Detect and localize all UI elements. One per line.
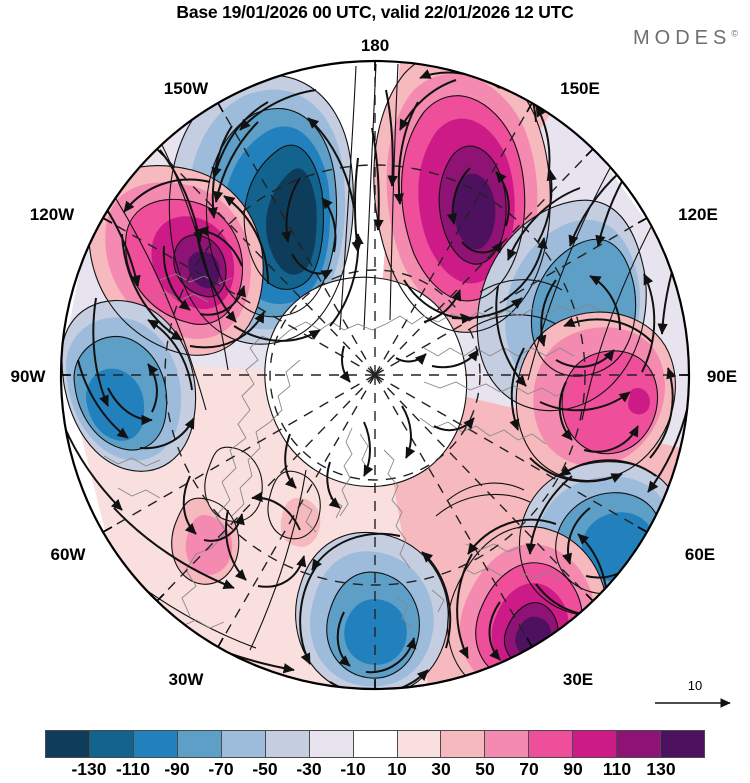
rim-ticks (61, 61, 689, 689)
colorbar-tick--10: -10 (340, 759, 366, 779)
colorbar-tick-30: 30 (431, 759, 451, 779)
positive-anomaly-minor-2-core (280, 497, 321, 547)
lon-label-90W: 90W (11, 367, 47, 386)
colorbar-swatch-6 (309, 731, 354, 757)
contour-lines (61, 61, 683, 689)
colorbar-swatch-9 (441, 731, 486, 757)
polar-stereographic-map: 180 150E 120E 90E 60E 30E 0 30W 60W 90W … (11, 36, 737, 691)
polar-map-panel: 180 150E 120E 90E 60E 30E 0 30W 60W 90W … (0, 30, 750, 710)
colorbar-swatches (45, 730, 705, 758)
colorbar-swatch-8 (397, 731, 442, 757)
lon-label-120E: 120E (678, 205, 718, 224)
lon-label-180: 180 (361, 36, 389, 55)
colorbar-swatch-4 (221, 731, 266, 757)
colorbar: -130 -110 -90 -70 -50 -30 -10 10 30 50 70 90 110 130 (45, 730, 705, 783)
logo-text: MODES (633, 27, 732, 49)
colorbar-swatch-11 (529, 731, 574, 757)
lon-label-60E: 60E (685, 545, 715, 564)
colorbar-swatch-7 (353, 731, 398, 757)
colorbar-tick--70: -70 (208, 759, 234, 779)
lon-label-90E: 90E (707, 367, 737, 386)
colorbar-tick-130: 130 (646, 759, 676, 779)
colorbar-swatch-13 (617, 731, 662, 757)
colorbar-tick-110: 110 (602, 759, 632, 779)
colorbar-swatch-1 (89, 731, 134, 757)
wind-vectors (63, 61, 689, 689)
page-title: Base 19/01/2026 00 UTC, valid 22/01/2026… (176, 2, 574, 22)
latitude-circles (164, 164, 586, 586)
colorbar-tick--110: -110 (115, 759, 151, 779)
colorbar-tick--30: -30 (296, 759, 322, 779)
modes-logo: MODES© (633, 28, 738, 48)
logo-copyright-mark: © (731, 28, 738, 39)
coastlines (103, 273, 601, 629)
lon-label-120W: 120W (30, 205, 75, 224)
colorbar-swatch-12 (573, 731, 618, 757)
colorbar-tick-labels: -130 -110 -90 -70 -50 -30 -10 10 30 50 70 90 110 130 (45, 759, 705, 783)
positive-anomaly-minor-1 (204, 447, 263, 522)
lon-label-30W: 30W (169, 670, 205, 689)
colorbar-swatch-14 (661, 731, 705, 757)
colorbar-swatch-2 (133, 731, 178, 757)
colorbar-tick--90: -90 (164, 759, 190, 779)
lon-label-150W: 150W (164, 79, 209, 98)
map-fill-layer (61, 61, 689, 689)
lon-label-150E: 150E (560, 79, 600, 98)
colorbar-swatch-3 (177, 731, 222, 757)
colorbar-swatch-10 (485, 731, 530, 757)
lon-label-60W: 60W (51, 545, 87, 564)
colorbar-tick--50: -50 (252, 759, 278, 779)
colorbar-swatch-5 (265, 731, 310, 757)
colorbar-swatch-0 (46, 731, 90, 757)
colorbar-tick-50: 50 (475, 759, 495, 779)
colorbar-tick-70: 70 (519, 759, 539, 779)
colorbar-tick-10: 10 (387, 759, 407, 779)
colorbar-tick--130: -130 (71, 759, 107, 779)
colorbar-tick-90: 90 (563, 759, 583, 779)
vector-scale-arrow-icon (655, 698, 731, 708)
vector-scale-value: 10 (687, 678, 703, 693)
lon-label-30E: 30E (563, 670, 593, 689)
vector-scale-legend: 10 (650, 678, 740, 718)
